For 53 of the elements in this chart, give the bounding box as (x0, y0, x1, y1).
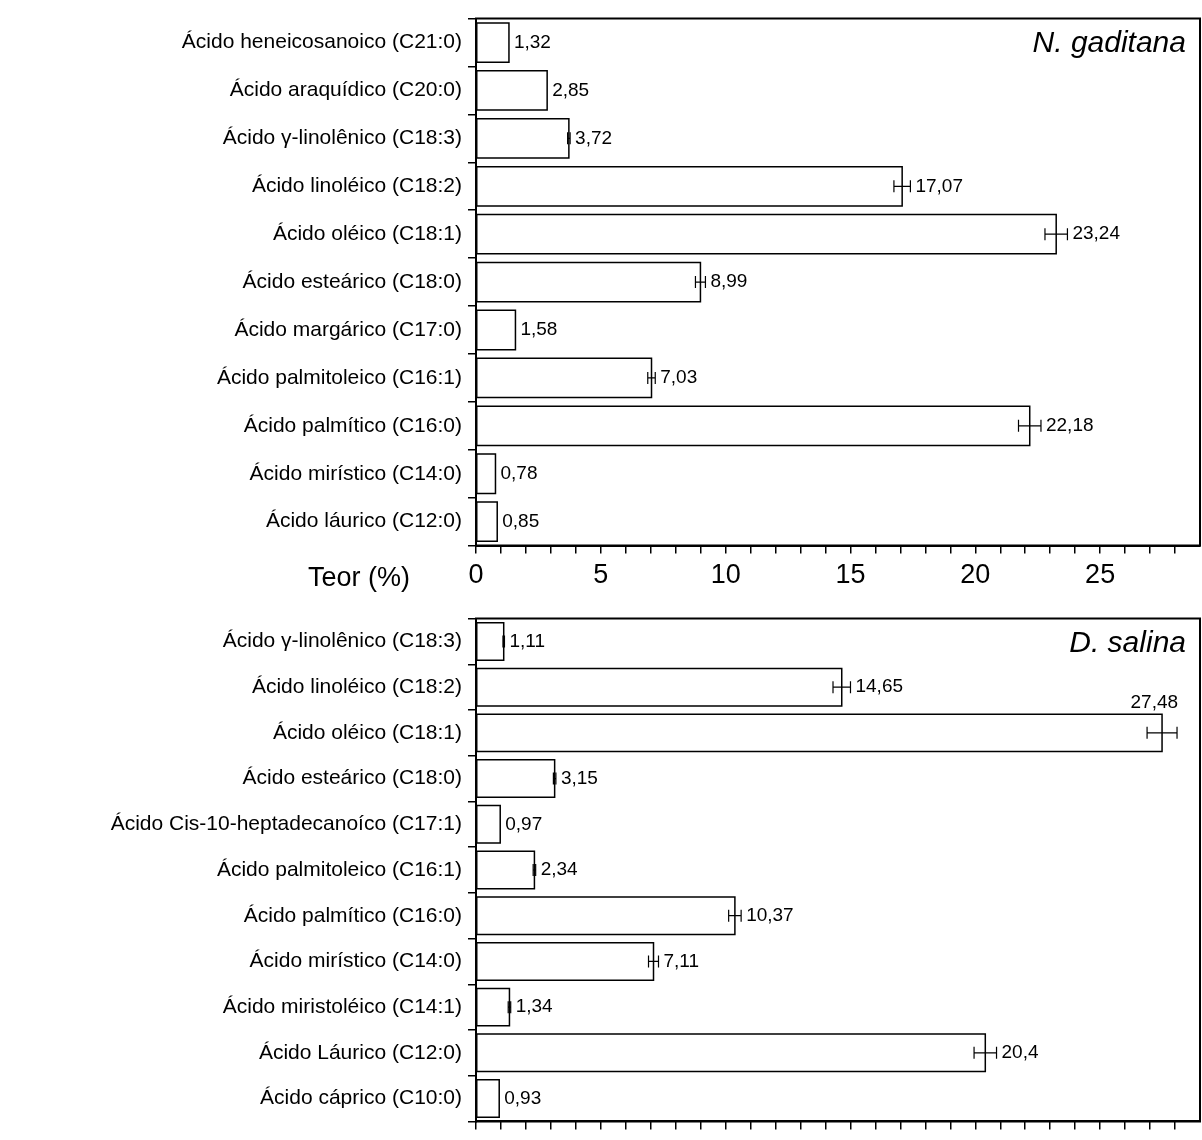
data-label: 1,58 (520, 318, 558, 340)
data-label: 10,37 (746, 903, 794, 925)
data-label: 20,4 (1001, 1041, 1039, 1063)
y-tick-label: Ácido oléico (C18:1) (272, 719, 462, 743)
y-tick-label: Ácido láurico (C12:0) (265, 508, 462, 532)
y-tick-label: Ácido palmítico (C16:0) (243, 902, 462, 926)
data-label: 0,97 (505, 812, 543, 834)
x-tick-label: 0 (468, 559, 484, 590)
y-tick-label: Ácido γ-linolênico (C18:3) (222, 125, 462, 149)
y-tick-label: Ácido palmítico (C16:0) (243, 412, 462, 436)
data-label: 3,15 (560, 766, 598, 788)
y-tick-label: Ácido margárico (C17:0) (234, 316, 462, 340)
data-label: 27,48 (1130, 690, 1179, 712)
y-tick-label: Ácido Cis-10-heptadecanoíco (C17:1) (110, 811, 462, 835)
y-tick-label: Ácido linoléico (C18:2) (251, 673, 462, 697)
data-label: 2,34 (540, 858, 579, 880)
data-label: 7,03 (660, 366, 698, 388)
data-label: 0,85 (502, 509, 540, 531)
data-label: 23,24 (1072, 222, 1121, 244)
x-axis-title: Teor (%) (307, 562, 410, 593)
y-tick-label: Ácido palmitoleico (C16:1) (216, 856, 462, 880)
x-tick-label: 15 (835, 559, 866, 590)
data-label: 1,32 (513, 30, 551, 52)
y-tick-label: Ácido heneicosanoico (C21:0) (181, 29, 462, 53)
y-tick-label: Ácido araquídico (C20:0) (229, 77, 462, 101)
x-tick-label: 5 (593, 559, 609, 590)
data-label: 22,18 (1045, 414, 1094, 436)
data-label: 3,72 (575, 126, 613, 148)
y-tick-label: Ácido esteárico (C18:0) (242, 765, 462, 789)
data-label: 1,34 (515, 995, 554, 1017)
x-tick-label: 10 (710, 559, 741, 590)
y-tick-label: Ácido palmitoleico (C16:1) (216, 364, 462, 388)
y-tick-label: Ácido Láurico (C12:0) (258, 1039, 462, 1063)
x-tick-label: 25 (1085, 559, 1116, 590)
data-label: 0,78 (500, 461, 538, 483)
annotation: D. salina (1069, 624, 1186, 658)
y-tick-label: Ácido mirístico (C14:0) (249, 460, 462, 484)
data-label: 8,99 (710, 270, 748, 292)
data-label: 7,11 (663, 949, 700, 971)
y-tick-label: Ácido miristoléico (C14:1) (222, 993, 462, 1017)
data-label: 17,07 (915, 174, 963, 196)
y-tick-label: Ácido oléico (C18:1) (272, 220, 462, 244)
annotation: N. gaditana (1032, 24, 1186, 58)
data-label: 14,65 (855, 675, 904, 697)
data-label: 2,85 (552, 78, 590, 100)
y-tick-label: Ácido linoléico (C18:2) (251, 173, 462, 197)
x-tick-label: 20 (960, 559, 991, 590)
y-tick-label: Ácido esteárico (C18:0) (242, 268, 462, 292)
y-tick-label: Ácido γ-linolênico (C18:3) (222, 628, 462, 652)
data-label: 0,93 (504, 1086, 542, 1108)
y-tick-label: Ácido mirístico (C14:0) (249, 948, 462, 972)
data-label: 1,11 (509, 629, 546, 651)
y-tick-label: Ácido cáprico (C10:0) (260, 1085, 462, 1109)
